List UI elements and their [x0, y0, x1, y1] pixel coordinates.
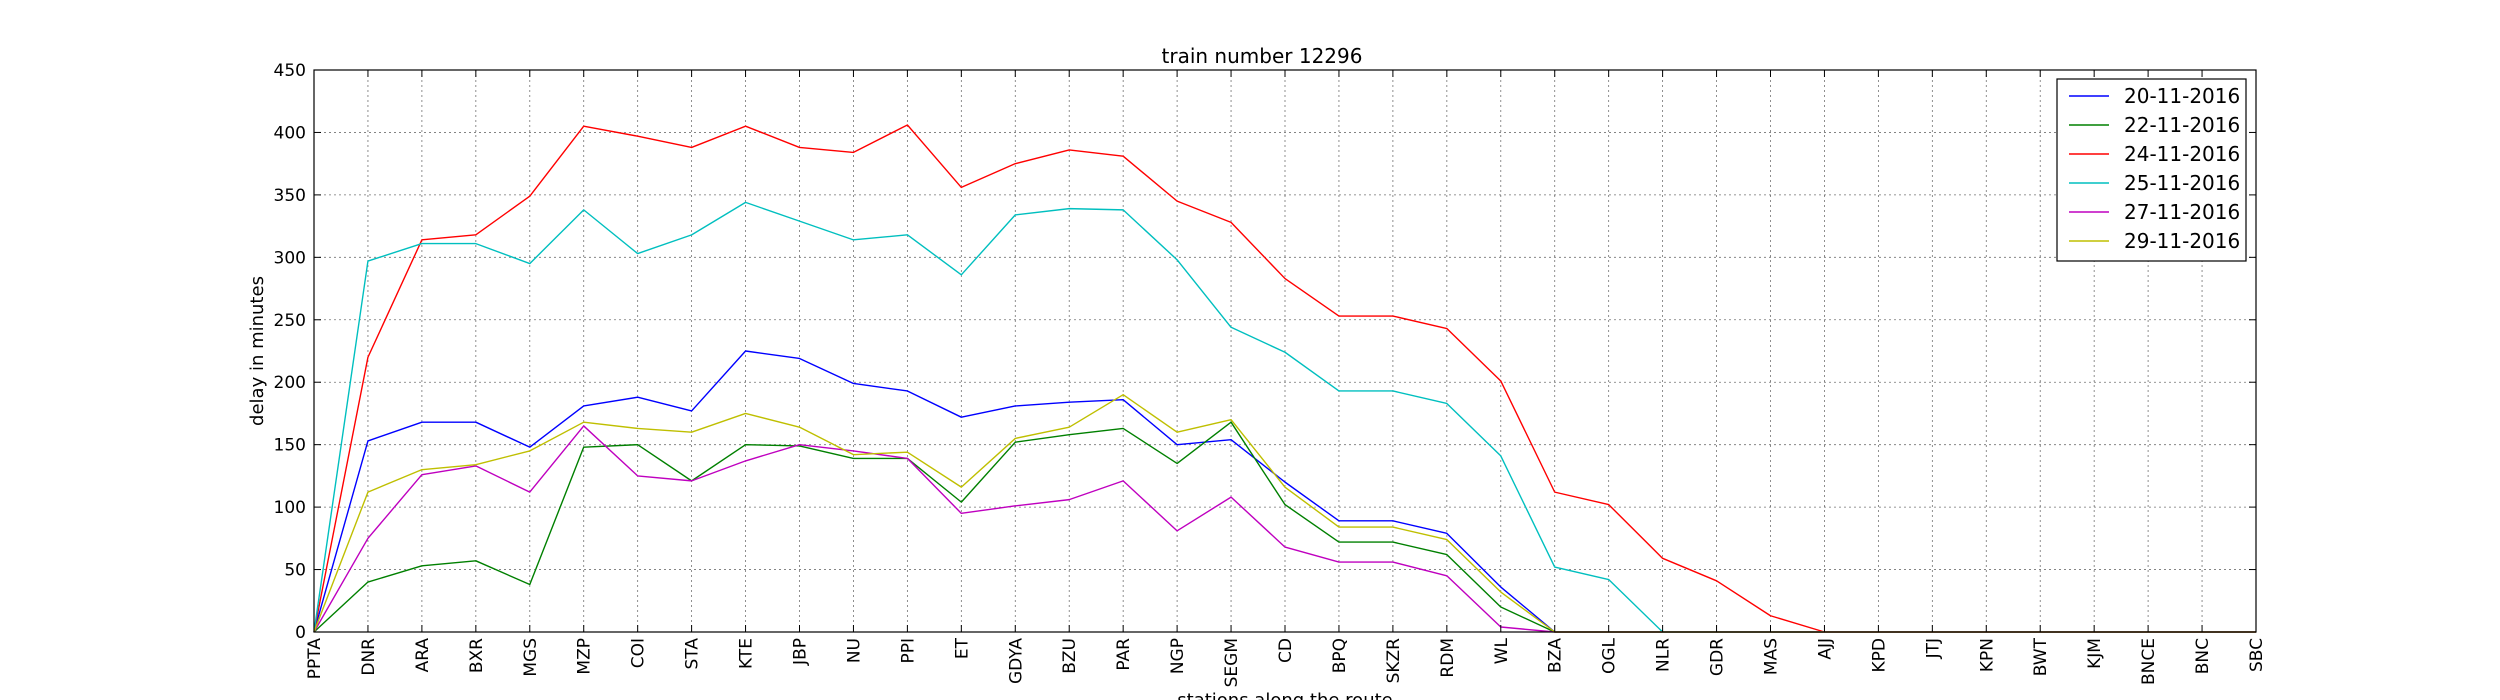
- x-axis-label: stations along the route: [1177, 690, 1392, 700]
- legend-label: 24-11-2016: [2124, 142, 2240, 166]
- y-tick-label: 0: [295, 623, 306, 643]
- x-tick-label-bxr: BXR: [467, 638, 487, 673]
- x-tick-label-wl: WL: [1492, 637, 1512, 664]
- y-axis-ticks: 0 50 100 150 200 250 300 350 400 450: [274, 61, 2256, 643]
- x-tick-label-cd: CD: [1276, 638, 1296, 663]
- legend-entry: 27-11-2016: [2069, 200, 2240, 224]
- y-tick-label: 50: [284, 561, 306, 581]
- chart-title: train number 12296: [1162, 44, 1363, 68]
- x-tick-label-gdr: GDR: [1708, 638, 1728, 676]
- legend-label: 27-11-2016: [2124, 200, 2240, 224]
- legend-label: 29-11-2016: [2124, 229, 2240, 253]
- y-tick-label: 200: [274, 373, 306, 393]
- x-tick-label-coi: COI: [629, 638, 649, 668]
- x-tick-label-et: ET: [952, 637, 972, 659]
- x-tick-label-ogl: OGL: [1600, 637, 1620, 674]
- x-tick-label-ppi: PPI: [898, 638, 918, 664]
- x-tick-label-nlr: NLR: [1654, 638, 1674, 672]
- x-tick-label-segm: SEGM: [1222, 638, 1242, 687]
- x-tick-label-dnr: DNR: [359, 638, 379, 676]
- x-tick-label-jbp: JBP: [791, 638, 811, 666]
- x-tick-label-jtj: JTJ: [1923, 638, 1943, 659]
- x-tick-label-kpd: KPD: [1869, 638, 1889, 673]
- x-tick-label-bnce: BNCE: [2139, 638, 2159, 685]
- x-tick-label-ara: ARA: [413, 638, 433, 673]
- x-tick-label-par: PAR: [1114, 638, 1134, 671]
- legend-entries: 20-11-2016 22-11-2016 24-11-2016 25-11-2016…: [2069, 84, 2240, 253]
- legend-entry: 29-11-2016: [2069, 229, 2240, 253]
- y-tick-label: 350: [274, 186, 306, 206]
- x-tick-label-bwt: BWT: [2031, 637, 2051, 676]
- y-tick-label: 400: [274, 123, 306, 143]
- x-tick-label-bnc: BNC: [2193, 638, 2213, 674]
- x-tick-label-mzp: MZP: [575, 638, 595, 675]
- x-tick-label-mgs: MGS: [521, 638, 541, 677]
- x-tick-label-kpn: KPN: [1977, 638, 1997, 672]
- y-tick-label: 150: [274, 436, 306, 456]
- x-tick-label-bzu: BZU: [1060, 638, 1080, 674]
- x-tick-label-nu: NU: [844, 638, 864, 663]
- y-tick-label: 450: [274, 61, 306, 81]
- y-tick-label: 300: [274, 248, 306, 268]
- legend-entry: 25-11-2016: [2069, 171, 2240, 195]
- x-tick-label-kjm: KJM: [2085, 638, 2105, 669]
- x-axis-ticks: PPTA DNR ARA BXR MGS MZP COI STA KTE JBP NU PPI ET GD…: [305, 70, 2267, 687]
- x-tick-label-sbc: SBC: [2247, 638, 2267, 672]
- legend-label: 20-11-2016: [2124, 84, 2240, 108]
- x-tick-label-rdm: RDM: [1438, 638, 1458, 678]
- legend-entry: 24-11-2016: [2069, 142, 2240, 166]
- x-tick-label-kte: KTE: [737, 638, 757, 669]
- y-axis-label: delay in minutes: [247, 276, 268, 426]
- y-tick-label: 100: [274, 498, 306, 518]
- x-tick-label-ppta: PPTA: [305, 638, 325, 680]
- x-tick-label-skzr: SKZR: [1384, 638, 1404, 684]
- y-tick-label: 250: [274, 311, 306, 331]
- legend-label: 22-11-2016: [2124, 113, 2240, 137]
- x-tick-label-ngp: NGP: [1168, 638, 1188, 674]
- legend-entry: 20-11-2016: [2069, 84, 2240, 108]
- legend-entry: 22-11-2016: [2069, 113, 2240, 137]
- legend-box: [2056, 78, 2247, 262]
- x-tick-label-gdya: GDYA: [1006, 638, 1026, 684]
- x-tick-label-bza: BZA: [1546, 638, 1566, 673]
- legend: 20-11-2016 22-11-2016 24-11-2016 25-11-2016…: [2056, 78, 2247, 262]
- x-tick-label-mas: MAS: [1762, 638, 1782, 675]
- legend-label: 25-11-2016: [2124, 171, 2240, 195]
- x-tick-label-sta: STA: [683, 638, 703, 670]
- x-tick-label-bpq: BPQ: [1330, 638, 1350, 673]
- x-tick-label-ajj: AJJ: [1815, 638, 1835, 660]
